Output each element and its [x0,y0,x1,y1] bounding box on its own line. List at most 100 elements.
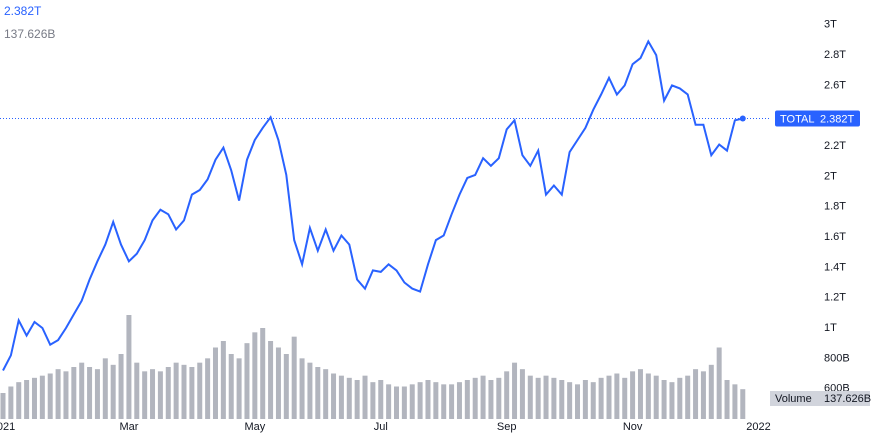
volume-bar [653,375,659,419]
price-line [2,39,744,371]
volume-bar [102,358,108,419]
y-tick-label: 1.2T [824,292,846,304]
volume-bar [283,354,289,419]
volume-bar [456,382,462,419]
y-tick-label: 1.8T [824,201,846,213]
volume-bar [630,371,636,419]
y-tick-label: 2.2T [824,140,846,152]
volume-bar [79,362,85,419]
volume-bar [693,369,699,419]
volume-bar [323,369,329,419]
volume-bar [63,371,69,419]
volume-bar [189,367,195,419]
volume-bar [370,382,376,419]
volume-bar [244,343,250,419]
volume-bar [535,377,541,419]
volume-bar [291,336,297,419]
volume-bar [150,369,156,419]
volume-bar [346,377,352,419]
volume-bar [212,347,218,419]
last-point [739,115,746,122]
volume-bar [110,364,116,419]
volume-bar [480,375,486,419]
y-tick-label: 3T [824,19,837,31]
volume-bar [464,380,470,419]
y-tick-label: 1.4T [824,261,846,273]
volume-bar [205,358,211,419]
volume-bar [362,375,368,419]
volume-bar [425,380,431,419]
y-tick-label: 2T [824,170,837,182]
volume-bar [567,382,573,419]
volume-bar [315,367,321,419]
volume-bar [354,380,360,419]
volume-bar [252,332,258,419]
volume-bar [24,380,30,419]
volume-bar [661,380,667,419]
volume-bar [236,358,242,419]
volume-bar [598,377,604,419]
volume-bar [582,380,588,419]
volume-bar [87,367,93,419]
legend-volume: 137.626B [4,27,55,41]
volume-bar [677,377,683,419]
volume-bar [732,384,738,419]
volume-bar [31,377,37,419]
volume-bar [197,362,203,419]
volume-tag-value: 137.626B [824,393,871,405]
volume-bar [134,362,140,419]
volume-bar [417,382,423,419]
volume-bar [173,362,179,419]
y-tick-label: 1.6T [824,231,846,243]
volume-bar [47,373,53,419]
volume-bar [724,380,730,419]
x-tick-label: Mar [119,421,138,433]
volume-bar [331,373,337,419]
volume-bar [433,382,439,419]
volume-bar [496,377,502,419]
volume-bar [488,380,494,419]
volume-bar [606,375,612,419]
y-tick-label: 800B [824,352,850,364]
x-tick-label: May [244,421,265,433]
volume-bar [519,369,525,419]
price-tag-value: 2.382T [820,113,855,125]
volume-bar [543,375,549,419]
volume-bar [16,382,22,419]
volume-bar [0,393,6,419]
volume-bar [614,373,620,419]
y-tick-label: 2.8T [824,49,846,61]
volume-bar [55,369,61,419]
y-tick-label: 1T [824,322,837,334]
x-tick-label: 2021 [0,421,15,433]
volume-bar [126,315,132,419]
volume-bar [708,364,714,419]
volume-bar [268,341,274,419]
price-tag-name: TOTAL [780,113,814,125]
volume-tag-name: Volume [775,393,812,405]
volume-bar [220,341,226,419]
volume-bar [142,371,148,419]
x-tick-label: Jul [374,421,388,433]
volume-bar [441,384,447,419]
y-tick-label: 2.6T [824,79,846,91]
volume-bar [401,386,407,419]
volume-bar [590,382,596,419]
volume-bar [299,358,305,419]
volume-bar [669,382,675,419]
volume-bar [527,375,533,419]
volume-bar [716,347,722,419]
volume-bar [71,367,77,419]
volume-bar [559,380,565,419]
volume-bar [228,354,234,419]
volume-tag-bg [770,391,870,406]
price-tag-bg [775,110,860,127]
volume-bar [181,364,187,419]
volume-bar [39,375,45,419]
volume-bar [645,373,651,419]
volume-bar [275,347,281,419]
volume-bar [685,375,691,419]
x-tick-label: Sep [497,421,517,433]
volume-bar [637,369,643,419]
